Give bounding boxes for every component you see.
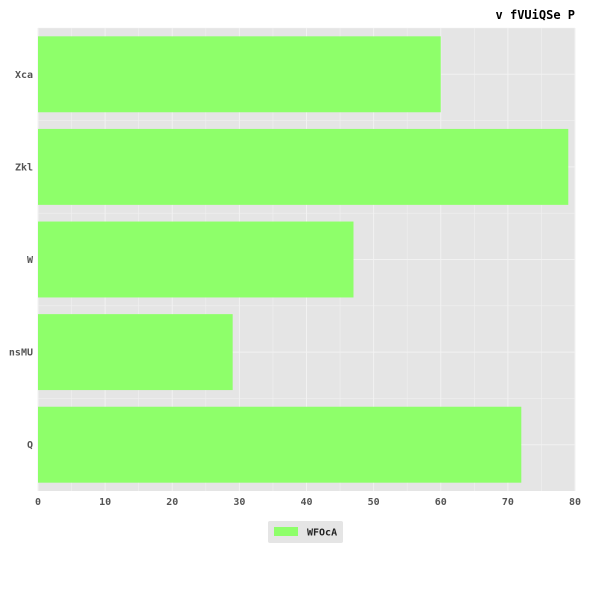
y-tick-label: Q [27,440,33,451]
x-tick-label: 60 [435,497,447,508]
x-axis-tick-labels: 0 10 20 30 40 50 60 70 80 [35,497,581,508]
y-tick-label: W [27,255,34,266]
x-tick-label: 80 [569,497,581,508]
x-tick-label: 70 [502,497,514,508]
x-tick-label: 50 [368,497,380,508]
y-tick-label: Zkl [15,162,33,173]
bar-Q [38,406,522,483]
bar-Zkl [38,128,569,205]
legend-swatch [274,527,298,536]
x-tick-label: 40 [300,497,312,508]
y-tick-label: Xca [15,70,33,81]
bar-W [38,221,354,298]
legend: WFOcA [268,521,343,543]
x-tick-label: 10 [99,497,111,508]
legend-label: WFOcA [307,528,337,539]
x-tick-label: 0 [35,497,41,508]
y-tick-label: nsMU [9,348,33,359]
legend-box [268,521,343,543]
x-tick-label: 20 [166,497,178,508]
bar-nsMU [38,314,233,391]
chart-title: v fVUiQSe P [496,8,575,22]
bar-Xca [38,36,441,113]
bars [38,36,569,483]
x-tick-label: 30 [233,497,245,508]
